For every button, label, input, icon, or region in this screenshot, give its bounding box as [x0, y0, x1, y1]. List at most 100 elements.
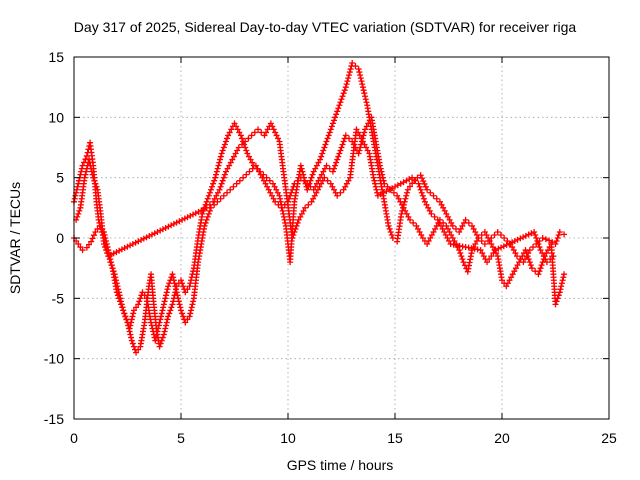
- data-point: [115, 295, 122, 302]
- data-point: [206, 201, 213, 208]
- data-point: [129, 313, 136, 320]
- data-point: [412, 177, 419, 184]
- data-point: [213, 168, 220, 175]
- data-point: [355, 129, 362, 136]
- data-point: [390, 189, 397, 196]
- data-point: [480, 253, 487, 260]
- data-point: [537, 265, 544, 272]
- data-point: [91, 177, 98, 184]
- data-point: [294, 177, 301, 184]
- data-point: [90, 232, 97, 239]
- data-point: [528, 230, 535, 237]
- data-point: [108, 259, 115, 266]
- data-point: [187, 212, 194, 219]
- data-point: [546, 237, 553, 244]
- data-point: [152, 337, 159, 344]
- data-point: [355, 66, 362, 73]
- data-point: [371, 177, 378, 184]
- data-point: [337, 99, 344, 106]
- data-point: [264, 183, 271, 190]
- data-point: [419, 192, 426, 199]
- data-point: [190, 298, 197, 305]
- data-point: [329, 183, 336, 190]
- data-point: [293, 222, 300, 229]
- data-point: [525, 231, 532, 238]
- data-point: [443, 210, 450, 217]
- data-point: [257, 171, 264, 178]
- data-point: [559, 277, 566, 284]
- data-point: [116, 247, 123, 254]
- data-point: [224, 135, 231, 142]
- data-point: [344, 78, 351, 85]
- data-point: [227, 159, 234, 166]
- y-tick-label: 15: [48, 49, 64, 65]
- data-point: [93, 183, 100, 190]
- data-point: [363, 99, 370, 106]
- data-point: [552, 301, 559, 308]
- data-point: [514, 262, 521, 269]
- data-point: [543, 259, 550, 266]
- data-point: [323, 162, 330, 169]
- data-point: [90, 174, 97, 181]
- data-point: [266, 177, 273, 184]
- data-point: [336, 102, 343, 109]
- data-point: [92, 228, 99, 235]
- data-point: [272, 198, 279, 205]
- data-point: [169, 301, 176, 308]
- data-point: [492, 247, 499, 254]
- y-tick-label: 0: [56, 230, 64, 246]
- data-point: [327, 126, 334, 133]
- data-point: [438, 222, 445, 229]
- data-point: [483, 231, 490, 238]
- data-point: [469, 222, 476, 229]
- data-point: [88, 168, 95, 175]
- data-point: [436, 198, 443, 205]
- data-point: [555, 292, 562, 299]
- chart-title: Day 317 of 2025, Sidereal Day-to-day VTE…: [74, 19, 577, 35]
- data-point: [218, 180, 225, 187]
- data-point: [270, 126, 277, 133]
- data-point: [155, 322, 162, 329]
- data-point: [340, 186, 347, 193]
- data-point: [334, 108, 341, 115]
- data-point: [489, 244, 496, 251]
- data-point: [403, 192, 410, 199]
- data-point: [158, 313, 165, 320]
- data-point: [153, 331, 160, 338]
- data-point: [538, 262, 545, 269]
- data-point: [532, 231, 539, 238]
- data-point: [446, 238, 453, 245]
- data-point: [187, 307, 194, 314]
- data-point: [457, 250, 464, 257]
- data-point: [444, 213, 451, 220]
- data-point: [433, 195, 440, 202]
- data-point: [181, 215, 188, 222]
- data-point: [339, 141, 346, 148]
- data-point: [275, 135, 282, 142]
- data-point: [554, 235, 561, 241]
- data-point: [347, 66, 354, 73]
- data-point: [167, 307, 174, 314]
- data-point: [251, 129, 258, 136]
- data-point: [479, 250, 486, 257]
- data-point: [357, 144, 364, 151]
- data-point: [511, 268, 518, 275]
- data-point: [233, 180, 240, 187]
- data-point: [149, 325, 156, 332]
- data-point: [441, 228, 448, 235]
- data-point: [89, 235, 96, 242]
- data-point: [540, 253, 547, 260]
- data-point: [184, 316, 191, 323]
- data-point: [123, 316, 130, 323]
- data-point: [557, 286, 564, 293]
- data-point: [301, 177, 308, 184]
- data-point: [327, 180, 334, 187]
- data-point: [481, 228, 488, 235]
- data-point: [362, 96, 369, 103]
- data-point: [204, 213, 211, 220]
- data-point: [297, 162, 304, 169]
- data-point: [88, 238, 95, 245]
- data-point: [154, 228, 161, 235]
- data-point: [312, 165, 319, 172]
- data-point: [343, 81, 350, 88]
